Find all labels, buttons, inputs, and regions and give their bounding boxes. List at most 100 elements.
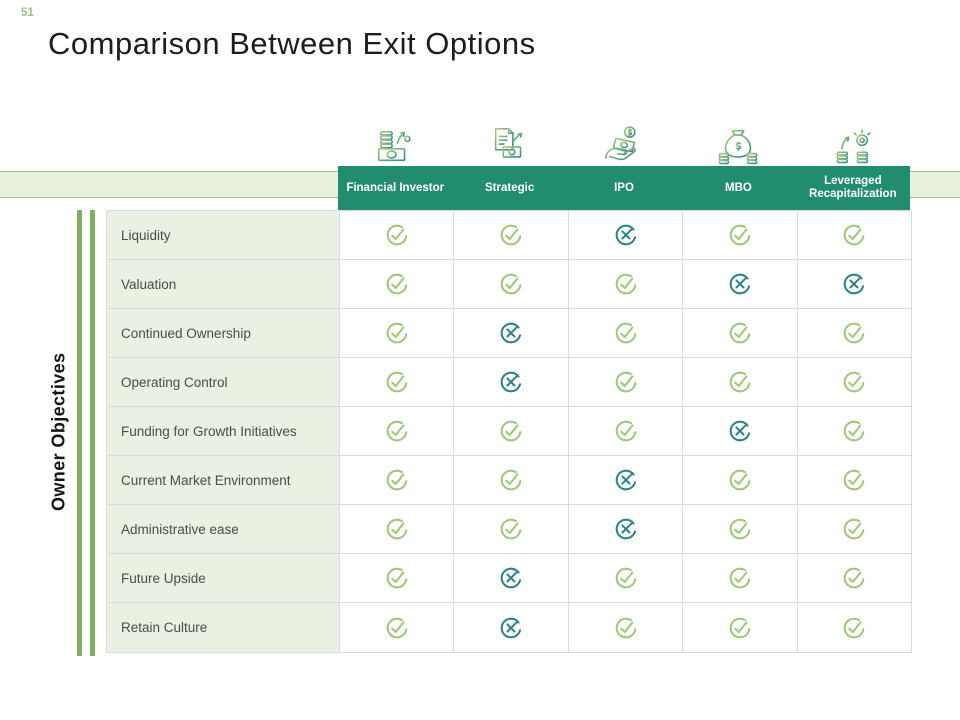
table-cell-check: [339, 456, 453, 504]
check-circle-icon: [729, 617, 751, 638]
check-circle-icon: [843, 567, 865, 589]
table-cell-check: [567, 407, 682, 455]
table-cell-check: [796, 358, 911, 406]
cross-circle-icon: [615, 518, 636, 540]
table-row: Continued Ownership: [107, 309, 911, 358]
cross-circle-icon: [615, 224, 636, 246]
money-bag-icon: [681, 118, 795, 166]
check-circle-icon: [729, 469, 751, 491]
column-header-mbo: MBO: [725, 181, 752, 194]
check-circle-icon: [500, 469, 522, 491]
cross-circle-icon: [500, 617, 522, 638]
table-cell-cross: [567, 211, 682, 259]
check-circle-icon: [615, 371, 636, 393]
check-circle-icon: [386, 617, 408, 638]
comparison-table: Liquidity Valuation Continued Ownership …: [106, 210, 912, 653]
table-cell-check: [567, 554, 682, 602]
row-label: Future Upside: [107, 554, 339, 602]
check-circle-icon: [386, 371, 408, 393]
check-circle-icon: [386, 420, 408, 442]
table-cell-check: [682, 456, 796, 504]
column-header-financial-investor: Financial Investor: [346, 181, 445, 194]
check-circle-icon: [843, 224, 865, 246]
table-cell-check: [796, 211, 911, 259]
check-circle-icon: [843, 371, 865, 393]
table-cell-cross: [796, 260, 911, 308]
cross-circle-icon: [500, 322, 522, 344]
table-row: Current Market Environment: [107, 456, 911, 505]
check-circle-icon: [843, 420, 865, 442]
table-row: Liquidity: [107, 211, 911, 260]
table-row: Retain Culture: [107, 603, 911, 652]
table-cell-check: [567, 309, 682, 357]
row-label: Continued Ownership: [107, 309, 339, 357]
check-circle-icon: [843, 518, 865, 540]
table-cell-check: [796, 554, 911, 602]
check-circle-icon: [729, 322, 751, 344]
table-column-headers: Financial Investor Strategic IPO MBO Leverag…: [338, 166, 910, 210]
table-cell-check: [567, 260, 682, 308]
check-circle-icon: [615, 273, 636, 295]
table-cell-check: [682, 309, 796, 357]
cross-circle-icon: [729, 273, 751, 295]
table-cell-cross: [453, 358, 567, 406]
table-cell-check: [339, 309, 453, 357]
table-cell-check: [339, 603, 453, 652]
table-cell-check: [682, 505, 796, 553]
table-cell-check: [339, 505, 453, 553]
cross-circle-icon: [729, 420, 751, 442]
cross-circle-icon: [500, 371, 522, 393]
table-cell-check: [567, 603, 682, 652]
table-cell-check: [453, 260, 567, 308]
table-row: Future Upside: [107, 554, 911, 603]
cross-circle-icon: [843, 273, 865, 295]
coin-stacks-icon: [796, 118, 910, 166]
table-cell-check: [682, 211, 796, 259]
check-circle-icon: [386, 224, 408, 246]
row-label: Valuation: [107, 260, 339, 308]
check-circle-icon: [500, 273, 522, 295]
table-cell-check: [453, 505, 567, 553]
page-number: 51: [21, 7, 34, 19]
check-circle-icon: [729, 567, 751, 589]
table-cell-check: [339, 554, 453, 602]
check-circle-icon: [615, 567, 636, 589]
column-header-leveraged-recapitalization: Leveraged Recapitalization: [809, 175, 897, 200]
table-cell-check: [682, 358, 796, 406]
row-label: Retain Culture: [107, 603, 339, 652]
table-cell-cross: [453, 309, 567, 357]
table-cell-cross: [567, 505, 682, 553]
table-row: Operating Control: [107, 358, 911, 407]
coins-banknote-icon: [338, 118, 452, 166]
table-row: Valuation: [107, 260, 911, 309]
table-row: Administrative ease: [107, 505, 911, 554]
vertical-accent-bar: [77, 210, 82, 656]
table-cell-check: [796, 505, 911, 553]
page-title: Comparison Between Exit Options: [48, 26, 536, 61]
row-label: Liquidity: [107, 211, 339, 259]
check-circle-icon: [386, 322, 408, 344]
table-cell-cross: [567, 456, 682, 504]
vertical-accent-bar: [90, 210, 95, 656]
check-circle-icon: [386, 518, 408, 540]
check-circle-icon: [843, 617, 865, 638]
check-circle-icon: [386, 469, 408, 491]
column-header-ipo: IPO: [614, 181, 634, 194]
check-circle-icon: [615, 322, 636, 344]
check-circle-icon: [500, 420, 522, 442]
table-cell-check: [339, 407, 453, 455]
table-cell-check: [796, 456, 911, 504]
check-circle-icon: [729, 371, 751, 393]
check-circle-icon: [615, 420, 636, 442]
table-cell-cross: [453, 603, 567, 652]
check-circle-icon: [729, 224, 751, 246]
table-cell-cross: [682, 407, 796, 455]
check-circle-icon: [386, 567, 408, 589]
table-cell-check: [453, 456, 567, 504]
check-circle-icon: [500, 224, 522, 246]
table-cell-cross: [453, 554, 567, 602]
cross-circle-icon: [500, 567, 522, 589]
check-circle-icon: [500, 518, 522, 540]
table-cell-check: [339, 358, 453, 406]
